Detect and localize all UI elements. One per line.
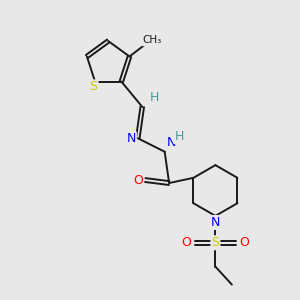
Text: N: N	[211, 216, 220, 229]
Text: N: N	[127, 132, 136, 146]
Text: O: O	[181, 236, 191, 249]
Text: O: O	[133, 174, 143, 187]
Text: H: H	[150, 92, 160, 104]
Text: N: N	[167, 136, 176, 149]
Text: H: H	[174, 130, 184, 143]
Text: S: S	[212, 236, 219, 249]
Text: O: O	[240, 236, 250, 249]
Text: S: S	[89, 80, 98, 93]
Text: CH₃: CH₃	[143, 35, 162, 45]
